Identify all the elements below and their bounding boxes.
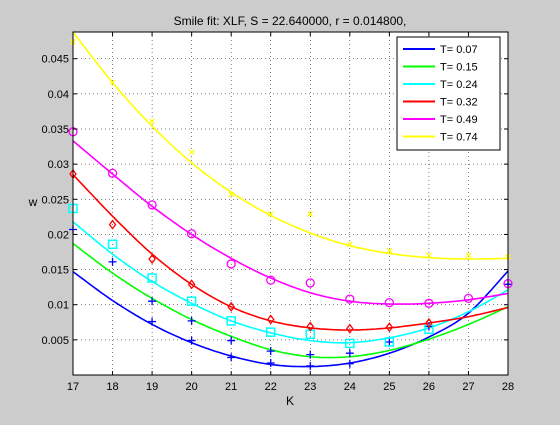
x-marker: [465, 252, 472, 259]
legend-label: T= 0.49: [440, 114, 478, 126]
square-marker: [107, 239, 118, 250]
plus-marker: [108, 257, 117, 266]
circle-marker: [463, 293, 474, 304]
plus-marker: [266, 359, 275, 368]
circle-marker: [107, 168, 118, 178]
x-tick-label: 19: [146, 381, 158, 393]
x-tick-label: 20: [186, 381, 198, 393]
y-axis-label: w: [28, 195, 38, 209]
circle-marker: [147, 200, 157, 210]
circle-marker: [226, 259, 236, 269]
x-marker: [346, 241, 353, 248]
grid: [72, 32, 509, 375]
plus-marker: [187, 316, 196, 325]
y-tick-label: 0.015: [41, 265, 69, 277]
square-marker: [265, 327, 276, 337]
diamond-marker: [306, 321, 315, 332]
circle-marker: [345, 294, 355, 304]
square-marker: [147, 273, 157, 283]
x-tick-label: 25: [383, 381, 395, 393]
circle-marker: [305, 278, 315, 288]
diamond-marker: [425, 317, 433, 329]
x-tick-label: 18: [106, 381, 118, 393]
plus-marker: [148, 297, 157, 306]
square-marker: [424, 324, 434, 335]
x-tick-label: 26: [423, 381, 435, 393]
x-marker: [267, 211, 274, 217]
y-tick-label: 0.005: [41, 335, 69, 347]
plus-marker: [345, 359, 354, 368]
x-marker: [228, 191, 235, 198]
x-marker: [109, 79, 116, 86]
x-tick-label: 17: [67, 381, 79, 393]
legend-label: T= 0.74: [440, 132, 478, 144]
square-marker: [384, 337, 395, 347]
y-tick-label: 0.03: [48, 159, 69, 171]
square-marker: [345, 338, 355, 349]
x-marker: [188, 149, 195, 156]
legend-label: T= 0.32: [440, 97, 478, 109]
plus-marker: [187, 336, 196, 345]
diamond-marker: [266, 314, 275, 325]
x-marker: [149, 118, 156, 125]
diamond-marker: [108, 219, 117, 230]
axis-ticks: 17 18 19 20 21 22 23 24 25 26 27 28 0.005 0.01 0.015 0.…: [41, 32, 514, 393]
diamond-marker: [346, 323, 354, 334]
plus-marker: [266, 347, 275, 356]
x-tick-label: 24: [344, 381, 356, 393]
fit-curve-4: [73, 174, 508, 331]
x-tick-label: 23: [304, 381, 316, 393]
diamond-marker: [148, 253, 156, 265]
diamond-marker: [385, 322, 394, 333]
diamond-marker: [187, 279, 196, 290]
x-marker: [307, 211, 314, 217]
y-tick-label: 0.04: [48, 89, 69, 101]
fit-curve-5: [73, 140, 508, 305]
x-tick-label: 21: [225, 381, 237, 393]
circle-marker: [424, 298, 434, 308]
diamond-marker: [227, 301, 235, 312]
x-axis-label: K: [286, 394, 294, 408]
y-tick-label: 0.025: [41, 194, 69, 206]
plot-frame: [72, 31, 509, 376]
legend: T= 0.07 T= 0.15 T= 0.24 T= 0.32 T= 0.49 T= 0.…: [396, 36, 501, 151]
x-marker: [425, 252, 432, 259]
plus-marker: [306, 361, 315, 370]
fit-curve-2: [73, 242, 508, 359]
square-marker: [186, 296, 197, 306]
legend-label: T= 0.07: [440, 44, 478, 56]
circle-marker: [384, 297, 395, 308]
legend-box: [396, 36, 501, 151]
legend-label: T= 0.24: [440, 79, 478, 91]
fit-curve-3: [73, 221, 508, 344]
y-tick-label: 0.02: [48, 229, 69, 241]
y-tick-label: 0.035: [41, 124, 69, 136]
circle-marker: [186, 229, 197, 239]
y-tick-label: 0.045: [41, 54, 69, 66]
x-tick-label: 28: [502, 381, 514, 393]
circle-marker: [266, 275, 276, 285]
legend-label: T= 0.15: [440, 62, 478, 74]
x-tick-label: 27: [462, 381, 474, 393]
fit-curves: [73, 32, 508, 368]
x-marker: [386, 247, 393, 254]
plus-marker: [148, 317, 157, 326]
plus-marker: [227, 353, 236, 362]
chart-title: Smile fit: XLF, S = 22.640000, r = 0.014…: [174, 14, 407, 28]
y-tick-label: 0.01: [48, 300, 69, 312]
plus-marker: [227, 336, 236, 345]
plus-marker: [345, 349, 354, 358]
x-tick-label: 22: [265, 381, 277, 393]
fit-curve-6: [73, 32, 508, 260]
square-marker: [226, 316, 236, 326]
plus-marker: [385, 337, 394, 346]
plus-marker: [306, 350, 315, 359]
fit-curve-1: [73, 270, 508, 368]
